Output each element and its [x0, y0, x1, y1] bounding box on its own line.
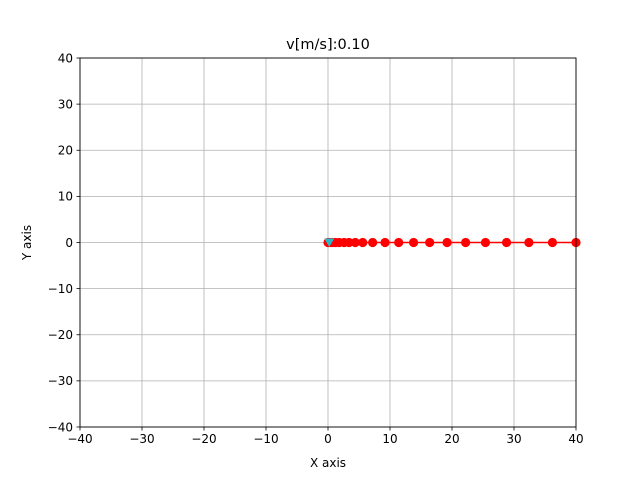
series-0-point	[425, 237, 435, 248]
x-tick-label: 40	[568, 432, 583, 446]
series-0-point	[524, 237, 534, 248]
x-tick-label: −10	[253, 432, 278, 446]
x-tick-label: 20	[444, 432, 459, 446]
x-tick-label: 30	[506, 432, 521, 446]
y-tick-label: 0	[65, 236, 73, 250]
y-tick-label: −40	[48, 420, 73, 434]
series-1-point	[324, 238, 335, 247]
series-layer	[323, 237, 581, 248]
series-0-point	[501, 237, 512, 248]
series-0-point	[480, 237, 491, 248]
y-axis-label: Y axis	[20, 225, 34, 261]
x-tick-label: 10	[382, 432, 397, 446]
x-tick-label: −40	[67, 432, 92, 446]
y-tick-label: −30	[48, 374, 73, 388]
axis-ticks: −40 −30 −20 −10 0 10 20 30 40 −40 −30 −20 −10 0 10 20 30…	[48, 51, 584, 446]
y-tick-label: 30	[58, 97, 73, 111]
x-tick-label: 0	[324, 432, 332, 446]
y-tick-label: 40	[58, 51, 73, 65]
series-0-point	[461, 237, 471, 248]
series-0-point	[368, 237, 378, 248]
chart-title: v[m/s]:0.10	[286, 37, 370, 53]
series-0-point	[408, 237, 419, 248]
x-axis-label: X axis	[310, 456, 346, 470]
y-tick-label: 10	[58, 190, 73, 204]
series-0-point	[547, 237, 558, 248]
x-tick-label: −20	[191, 432, 216, 446]
series-0-point	[380, 237, 390, 248]
series-0-point	[394, 237, 404, 248]
y-tick-label: 20	[58, 144, 73, 158]
series-0-point	[442, 237, 452, 248]
y-tick-label: −20	[48, 328, 73, 342]
y-tick-label: −10	[48, 282, 73, 296]
series-0-point	[358, 237, 368, 248]
x-tick-label: −30	[129, 432, 154, 446]
series-0-point	[350, 237, 360, 248]
